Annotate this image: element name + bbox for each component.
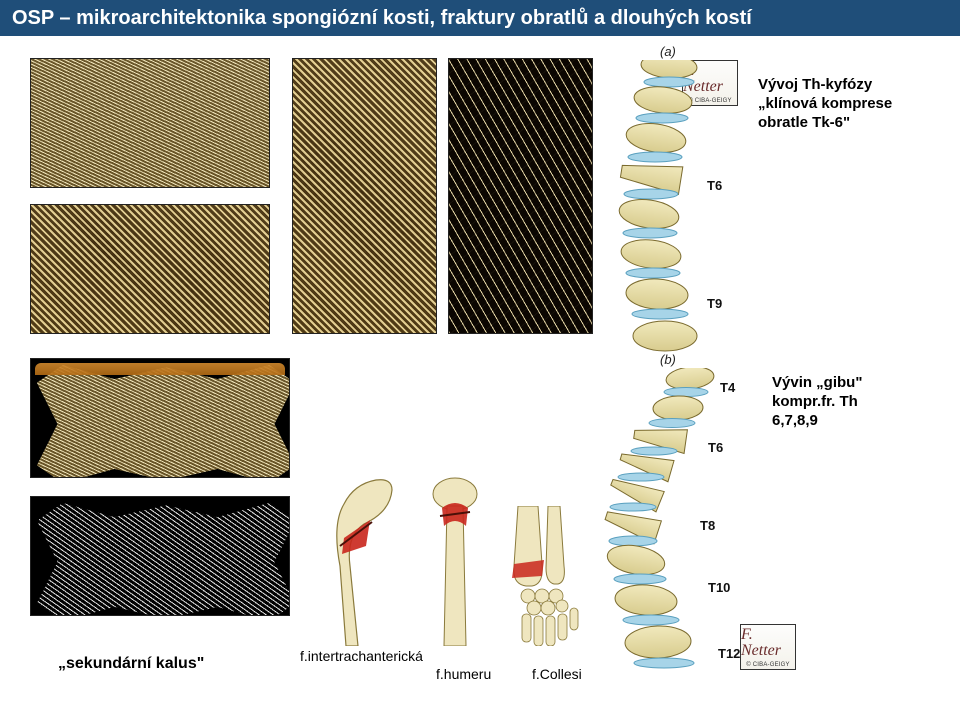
- netter-sig-2: F. Netter: [741, 627, 795, 659]
- content-area: (a) F. Netter © CIBA-GEIGY: [0, 36, 960, 702]
- spine-b-label-t4: T4: [720, 380, 735, 395]
- spine-b-label-t6: T6: [708, 440, 723, 455]
- kyphosis-line3: obratle Tk-6": [758, 114, 892, 133]
- title-bar: OSP – mikroarchitektonika spongiózní kos…: [0, 0, 960, 36]
- kyphosis-line1: Vývoj Th-kyfózy: [758, 76, 892, 95]
- vertebra-butterfly-xray: [30, 496, 290, 616]
- gibbus-line2: kompr.fr. Th: [772, 393, 862, 412]
- fracture-intertrochanteric: [310, 476, 410, 646]
- spine-b-label-t12: T12: [718, 646, 740, 661]
- vertebra-section-osteoporotic: [30, 204, 270, 334]
- trabecular-closeup-left: [292, 58, 437, 334]
- fracture-humerus: [420, 476, 490, 646]
- annotation-kyphosis: Vývoj Th-kyfózy „klínová komprese obratl…: [758, 76, 892, 132]
- panel-letter-a: (a): [660, 44, 676, 59]
- vertebra-section-normal: [30, 58, 270, 188]
- kyphosis-line2: „klínová komprese: [758, 95, 892, 114]
- vertebra-butterfly-macro: [30, 358, 290, 478]
- fracture-colles: [498, 506, 598, 646]
- label-sekundarni-kalus: „sekundární kalus": [58, 654, 204, 674]
- trabecular-closeup-right: [448, 58, 593, 334]
- spine-a-label-t6: T6: [707, 178, 722, 193]
- page-title: OSP – mikroarchitektonika spongiózní kos…: [12, 7, 752, 30]
- panel-letter-b: (b): [660, 352, 676, 367]
- spine-b-label-t10: T10: [708, 580, 730, 595]
- gibbus-line1: Vývin „gibu": [772, 374, 862, 393]
- spine-gibbus-diagram: T4 T6 T8 T10 T12: [600, 368, 750, 678]
- gibbus-line3: 6,7,8,9: [772, 412, 862, 431]
- netter-signature-bottom: F. Netter © CIBA-GEIGY: [740, 624, 796, 670]
- spine-b-label-t8: T8: [700, 518, 715, 533]
- label-intertroch: f.intertrachanterická: [300, 648, 423, 666]
- label-collesi: f.Collesi: [532, 666, 582, 684]
- netter-ciba-2: © CIBA-GEIGY: [746, 662, 790, 668]
- spine-kyphosis-diagram: T6 T9: [605, 60, 755, 360]
- spine-a-label-t9: T9: [707, 296, 722, 311]
- annotation-gibbus: Vývin „gibu" kompr.fr. Th 6,7,8,9: [772, 374, 862, 430]
- label-humeru: f.humeru: [436, 666, 491, 684]
